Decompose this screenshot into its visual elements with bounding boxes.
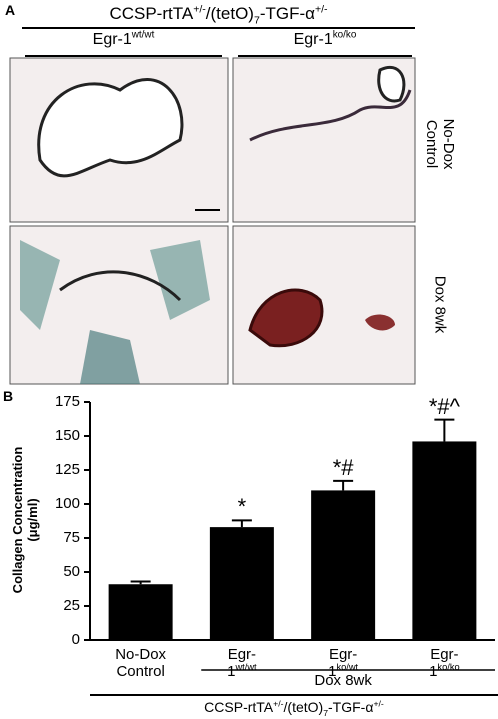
text-part: Egr-1 bbox=[92, 31, 132, 48]
y-axis-title: Collagen Concentration (μg/ml) bbox=[10, 446, 40, 594]
micrograph bbox=[232, 57, 416, 223]
text-part: CCSP-rtTA bbox=[204, 699, 274, 715]
x-tick-label: No-Dox Control bbox=[91, 646, 191, 680]
text-part: No-Dox Control bbox=[115, 646, 167, 680]
panel-label: A bbox=[5, 2, 16, 18]
plot-area bbox=[84, 401, 498, 696]
text-part: 7 bbox=[323, 707, 329, 718]
y-tick-label: 75 bbox=[63, 529, 80, 546]
panel-title: CCSP-rtTA+/-/(tetO)7-TGF-α+/- bbox=[22, 3, 415, 27]
text-part: ko/ko bbox=[437, 662, 460, 672]
text-part: wt/wt bbox=[235, 662, 257, 672]
micrograph bbox=[9, 57, 229, 223]
panel-label: B bbox=[3, 388, 14, 404]
column-label: Egr-1wt/wt bbox=[25, 29, 222, 49]
text-part: CCSP-rtTA bbox=[109, 4, 194, 23]
y-tick-label: 150 bbox=[54, 427, 80, 444]
text-part: /(tetO) bbox=[205, 4, 254, 23]
text-part: -TGF-α bbox=[328, 699, 374, 715]
y-tick-label: 0 bbox=[71, 631, 80, 648]
y-tick-label: 125 bbox=[54, 461, 80, 478]
y-tick-label: 25 bbox=[63, 597, 80, 614]
bar bbox=[108, 584, 173, 640]
text-part: +/- bbox=[314, 3, 328, 16]
x-tick-label: Egr-1ko/wt bbox=[293, 646, 393, 680]
text-part: Egr-1 bbox=[293, 31, 333, 48]
text-part: ko/wt bbox=[336, 662, 359, 672]
x-tick-label: Egr-1ko/ko bbox=[394, 646, 494, 680]
text-part: Egr-1 bbox=[429, 646, 459, 680]
annotation: *#^ bbox=[428, 393, 460, 419]
bar bbox=[412, 441, 477, 640]
text-part: wt/wt bbox=[131, 29, 155, 41]
row-label: Dox 8wk bbox=[431, 275, 449, 334]
text-part: 7 bbox=[253, 14, 260, 27]
row-label: No-Dox Control bbox=[423, 118, 457, 170]
micrograph bbox=[232, 225, 416, 385]
y-tick-label: 100 bbox=[54, 495, 80, 512]
text-part: +/- bbox=[273, 698, 284, 709]
text-part: Egr-1 bbox=[227, 646, 257, 680]
text-part: +/- bbox=[373, 698, 384, 709]
group-label: Dox 8wk bbox=[314, 672, 372, 689]
text-part: /(tetO) bbox=[283, 699, 324, 715]
bar bbox=[209, 527, 274, 640]
annotation: * bbox=[237, 494, 247, 520]
y-tick-label: 50 bbox=[63, 563, 80, 580]
column-label: Egr-1ko/ko bbox=[238, 29, 412, 49]
annotation: *# bbox=[332, 454, 354, 480]
micrograph bbox=[9, 225, 229, 385]
text-part: Egr-1 bbox=[328, 646, 358, 680]
text-part: -TGF-α bbox=[259, 4, 315, 23]
text-part: +/- bbox=[193, 3, 206, 16]
x-tick-label: Egr-1wt/wt bbox=[192, 646, 292, 680]
y-tick-label: 175 bbox=[54, 393, 80, 410]
footer: CCSP-rtTA+/-/(tetO)7-TGF-α+/- bbox=[90, 698, 498, 718]
text-part: ko/ko bbox=[332, 29, 357, 41]
bar bbox=[311, 490, 376, 640]
